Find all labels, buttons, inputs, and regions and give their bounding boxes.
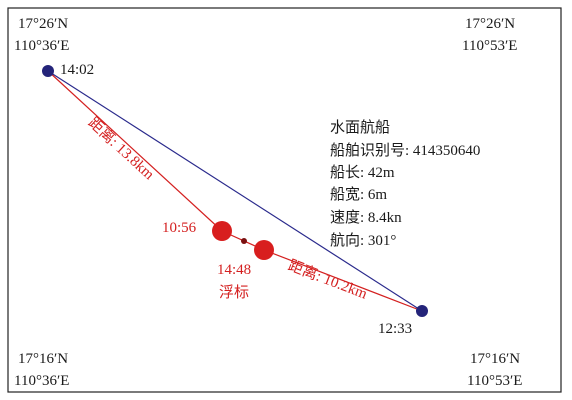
- distance-label: 距离: 13.8km: [85, 114, 158, 183]
- buoy-2: [254, 240, 274, 260]
- ship-start: [42, 65, 54, 77]
- ship-track: [47, 70, 423, 312]
- frame: [7, 7, 562, 393]
- buoy-mid: [241, 238, 247, 244]
- ship-info: 速度: 8.4kn: [330, 209, 402, 226]
- coord: 17°26′N: [18, 16, 68, 32]
- time-label: 10:56: [162, 220, 197, 236]
- time-label: 14:02: [60, 62, 94, 78]
- ship-info: 船宽: 6m: [330, 186, 387, 203]
- coord: 110°53′E: [462, 38, 517, 54]
- time-label: 14:48: [217, 262, 251, 278]
- distance-line-2: [263, 249, 423, 312]
- buoy-label: 浮标: [219, 284, 249, 301]
- coord: 17°16′N: [18, 351, 68, 367]
- coord: 110°36′E: [14, 38, 69, 54]
- distance-label: 距离: 10.2km: [286, 257, 370, 303]
- coord: 110°53′E: [467, 373, 522, 389]
- buoy-1: [212, 221, 232, 241]
- ship-info: 船长: 42m: [330, 164, 395, 181]
- coord: 17°16′N: [470, 351, 520, 367]
- ship-info: 航向: 301°: [330, 232, 396, 249]
- coord: 110°36′E: [14, 373, 69, 389]
- ship-title: 水面航船: [330, 119, 390, 136]
- time-label: 12:33: [378, 321, 412, 337]
- distance-line-1: [47, 70, 223, 232]
- coord: 17°26′N: [465, 16, 515, 32]
- ship-info: 船舶识别号: 414350640: [330, 142, 480, 159]
- ship-end: [416, 305, 428, 317]
